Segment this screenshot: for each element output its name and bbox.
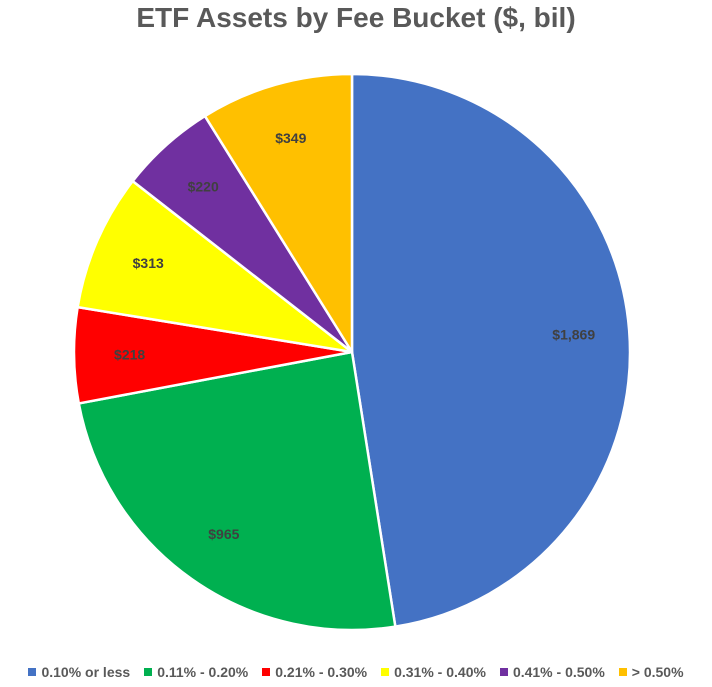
slice-data-label-4: $313	[133, 255, 164, 271]
legend-label-5: 0.41% - 0.50%	[512, 664, 605, 680]
slice-data-label-1: $1,869	[552, 327, 595, 343]
slice-data-label-5: $220	[188, 179, 219, 195]
legend-swatch-3	[262, 668, 271, 676]
legend-swatch-4	[381, 668, 390, 676]
legend-swatch-5	[499, 668, 508, 676]
legend-label-6: > 0.50%	[631, 664, 684, 680]
slice-data-label-6: $349	[275, 130, 306, 146]
pie-chart: $1,869 $965 $218 $313 $220 $349	[72, 72, 632, 632]
slice-data-label-3: $218	[114, 347, 145, 363]
legend-item-2: 0.11% - 0.20%	[144, 664, 248, 680]
legend-label-4: 0.31% - 0.40%	[394, 664, 486, 680]
legend-item-4: 0.31% - 0.40%	[381, 664, 486, 680]
legend-swatch-1	[28, 668, 37, 676]
pie-slice-4	[76, 179, 353, 354]
pie-slice-1	[350, 72, 632, 629]
pie-slice-2	[77, 350, 397, 632]
legend-item-1: 0.10% or less	[28, 664, 130, 680]
legend-item-5: 0.41% - 0.50%	[499, 664, 605, 680]
legend-swatch-6	[618, 668, 627, 676]
chart-title: ETF Assets by Fee Bucket ($, bil)	[136, 2, 576, 33]
legend-item-3: 0.21% - 0.30%	[262, 664, 367, 680]
legend-swatch-2	[144, 668, 153, 676]
chart-legend: 0.10% or less 0.11% - 0.20% 0.21% - 0.30% 0…	[0, 664, 712, 680]
legend-label-3: 0.21% - 0.30%	[275, 664, 368, 680]
pie-slice-6	[203, 72, 354, 357]
slice-data-label-2: $965	[208, 526, 239, 542]
legend-item-6: > 0.50%	[618, 664, 684, 680]
legend-label-1: 0.10% or less	[41, 664, 131, 680]
legend-label-2: 0.11% - 0.20%	[157, 664, 249, 680]
